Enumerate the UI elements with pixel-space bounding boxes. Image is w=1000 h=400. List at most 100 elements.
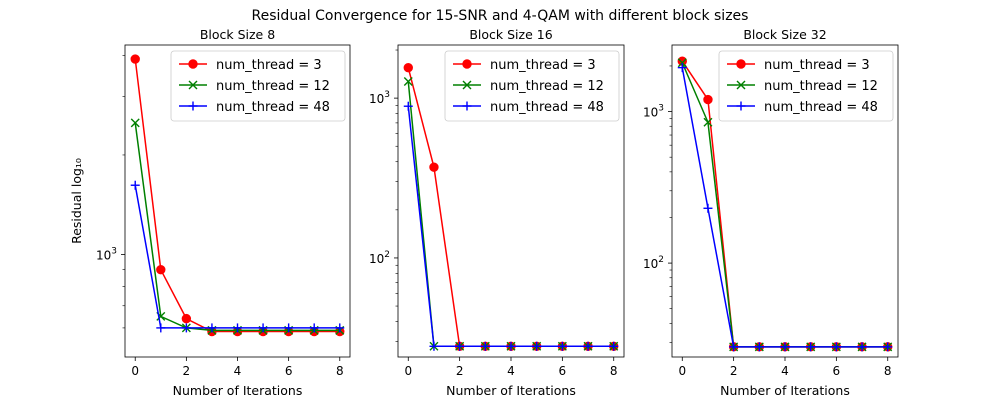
legend-item: num_thread = 12 <box>727 79 878 94</box>
data-point <box>156 323 166 333</box>
figure-suptitle: Residual Convergence for 15-SNR and 4-QA… <box>252 8 749 24</box>
x-tick-label: 6 <box>559 364 567 378</box>
data-point <box>703 117 713 127</box>
data-point <box>703 203 713 213</box>
data-point <box>883 342 893 352</box>
x-tick-label: 8 <box>336 364 344 378</box>
x-tick-label: 0 <box>404 364 412 378</box>
x-tick-label: 0 <box>678 364 686 378</box>
legend: num_thread = 3 num_thread = 12 num_thread … <box>170 50 346 122</box>
data-point <box>309 323 319 333</box>
legend-item: num_thread = 12 <box>453 79 604 94</box>
x-tick-label: 4 <box>234 364 242 378</box>
legend-marker <box>462 80 472 90</box>
series-line <box>407 106 614 348</box>
legend-label: num_thread = 12 <box>764 79 878 94</box>
y-tick-label: 102 <box>643 255 664 271</box>
x-tick-label: 6 <box>833 364 841 378</box>
x-tick-label: 8 <box>884 364 892 378</box>
subplot-title: Block Size 32 <box>743 27 826 42</box>
data-point <box>677 63 687 73</box>
data-point <box>207 323 217 333</box>
data-point <box>729 342 739 352</box>
data-point <box>806 342 816 352</box>
data-point <box>233 323 242 333</box>
legend-item: num_thread = 48 <box>453 100 604 115</box>
legend-label: num_thread = 12 <box>216 79 330 94</box>
series-2 <box>130 118 345 335</box>
data-point <box>532 341 542 351</box>
y-axis-label: Residual log₁₀ <box>69 158 84 244</box>
series-line <box>134 185 340 329</box>
data-point <box>130 180 140 190</box>
legend-item: num_thread = 3 <box>453 58 596 73</box>
y-tick-label: 103 <box>96 247 117 263</box>
data-point <box>429 162 439 172</box>
x-tick-label: 0 <box>131 364 139 378</box>
data-point <box>609 341 619 351</box>
legend-marker <box>462 59 472 69</box>
legend-marker <box>462 101 472 111</box>
legend: num_thread = 3 num_thread = 12 num_thread … <box>718 50 894 122</box>
x-axis-label: Number of Iterations <box>446 383 576 398</box>
data-point <box>403 77 413 87</box>
legend-marker <box>188 59 198 69</box>
subplot-title: Block Size 8 <box>200 27 275 42</box>
legend-marker <box>736 59 746 69</box>
series-3 <box>677 63 893 352</box>
data-point <box>258 323 268 333</box>
axes-frame <box>397 44 625 358</box>
data-point <box>780 342 790 352</box>
subplot-block-size-16: Block Size 16 Number of Iterations 0 2 4 6 8 10… <box>369 27 625 398</box>
legend-label: num_thread = 48 <box>216 100 330 115</box>
x-tick-label: 4 <box>781 364 789 378</box>
y-tick-label: 103 <box>369 90 390 106</box>
x-tick-label: 2 <box>730 364 738 378</box>
data-point <box>677 58 687 68</box>
data-point <box>429 341 439 351</box>
data-point <box>557 341 567 351</box>
legend-marker <box>188 80 198 90</box>
data-point <box>403 101 413 111</box>
legend-label: num_thread = 3 <box>490 58 596 73</box>
subplot-block-size-32: Block Size 32 Number of Iterations 0 2 4 6 8 10… <box>643 27 899 398</box>
subplot-block-size-8: Block Size 8 Number of Iterations Residual… <box>69 27 351 398</box>
data-point <box>703 94 713 105</box>
legend-label: num_thread = 48 <box>764 100 878 115</box>
legend-box <box>718 50 894 122</box>
data-point <box>455 341 465 351</box>
legend-label: num_thread = 3 <box>764 58 870 73</box>
data-point <box>284 323 294 333</box>
data-point <box>130 118 140 128</box>
axes-frame <box>671 44 899 358</box>
data-point <box>583 341 593 351</box>
data-point <box>156 264 166 275</box>
subplot-title: Block Size 16 <box>469 27 552 42</box>
x-axis-label: Number of Iterations <box>720 383 850 398</box>
x-axis-label: Number of Iterations <box>173 383 303 398</box>
x-tick-label: 2 <box>456 364 464 378</box>
legend-item: num_thread = 3 <box>179 58 322 73</box>
x-tick-label: 4 <box>507 364 515 378</box>
legend-item: num_thread = 48 <box>727 100 878 115</box>
legend: num_thread = 3 num_thread = 12 num_thread … <box>444 50 620 122</box>
series-3 <box>403 101 619 351</box>
data-point <box>831 342 841 352</box>
data-point <box>480 341 490 351</box>
data-point <box>506 341 516 351</box>
legend-marker <box>188 101 198 111</box>
data-point <box>181 313 192 324</box>
data-point <box>130 54 140 64</box>
x-tick-label: 6 <box>285 364 293 378</box>
data-point <box>403 63 413 73</box>
legend-label: num_thread = 48 <box>490 100 604 115</box>
legend-label: num_thread = 3 <box>216 58 322 73</box>
legend-item: num_thread = 48 <box>179 100 330 115</box>
data-point <box>754 342 764 352</box>
legend-label: num_thread = 12 <box>490 79 604 94</box>
legend-marker <box>736 80 746 90</box>
y-tick-label: 102 <box>369 250 390 266</box>
x-tick-label: 8 <box>610 364 618 378</box>
legend-box <box>170 50 346 122</box>
